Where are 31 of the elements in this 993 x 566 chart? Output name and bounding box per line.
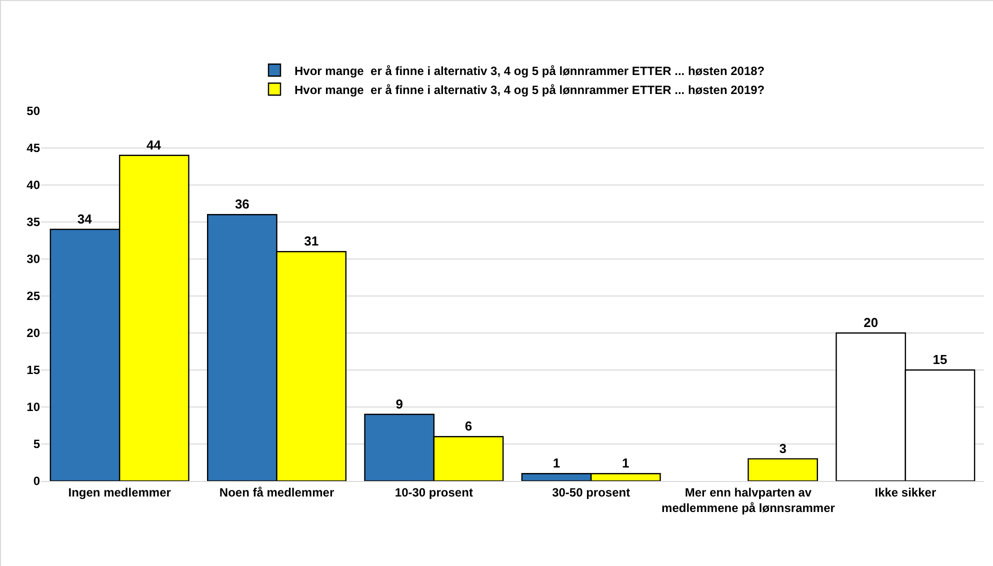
legend-label: Hvor mange er å finne i alternativ 3, 4 og 5 på lønnrammer ETTER ... høsten 2019?: [294, 82, 765, 97]
y-tick-label: 20: [26, 326, 40, 340]
y-tick-label: 30: [26, 252, 40, 266]
data-label: 3: [779, 440, 786, 456]
x-tick-label: Mer enn halvparten av medlemmene på lønnsrammer: [662, 485, 836, 515]
data-label: 31: [304, 234, 319, 249]
data-label: 1: [622, 456, 630, 471]
x-tick-label: 10-30 prosent: [394, 485, 473, 500]
data-label: 34: [77, 211, 93, 226]
y-tick-label: 50: [26, 104, 40, 118]
y-tick-label: 40: [26, 178, 40, 192]
x-tick-label: 30-50 prosent: [552, 485, 630, 500]
x-tick-label: Ingen medlemmer: [68, 485, 172, 500]
x-tick-label: Noen få medlemmer: [219, 485, 334, 500]
data-label: 15: [932, 352, 948, 367]
data-label: 36: [234, 196, 250, 212]
bar: [748, 458, 818, 481]
legend-label: Hvor mange er å finne i alternativ 3, 4 og 5 på lønnrammer ETTER ... høsten 2018?: [294, 64, 765, 78]
y-tick-label: 35: [26, 215, 40, 230]
y-tick-label: 10: [26, 400, 40, 414]
y-tick-label: 25: [26, 289, 40, 304]
data-label: 20: [864, 315, 878, 330]
data-label: 44: [146, 137, 162, 152]
y-tick-label: 5: [33, 437, 40, 452]
y-tick-label: 0: [33, 474, 40, 488]
data-label: 1: [552, 456, 560, 471]
x-tick-label: Ikke sikker: [874, 485, 936, 500]
data-label: 9: [396, 396, 403, 412]
data-label: 6: [464, 418, 472, 434]
y-tick-label: 15: [26, 363, 40, 378]
y-tick-label: 45: [26, 141, 40, 156]
